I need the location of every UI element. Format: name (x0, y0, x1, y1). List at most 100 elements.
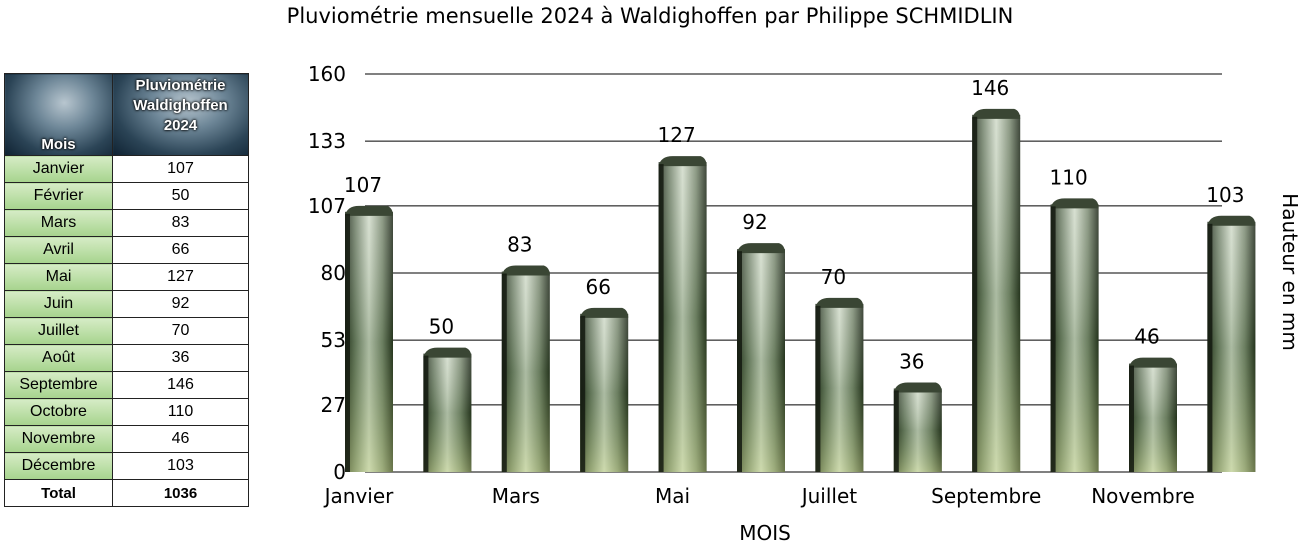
bar-edge (972, 116, 978, 472)
rain-data-table: Mois Pluviométrie Waldighoffen 2024 Janv… (4, 73, 249, 507)
header-rainfall-line: Waldighoffen (133, 97, 228, 114)
chart-title: Pluviométrie mensuelle 2024 à Waldighoff… (286, 4, 1014, 28)
x-tick-label: Juillet (800, 484, 858, 508)
table-header-row: Mois Pluviométrie Waldighoffen 2024 (4, 73, 249, 156)
x-tick-label: Septembre (931, 484, 1041, 508)
bar-cap (893, 382, 942, 393)
bar-cap (1129, 357, 1177, 368)
value-cell: 66 (112, 236, 249, 264)
value-cell: 103 (112, 452, 249, 480)
labels: 0 27 53 80 107 133 160 107 50 83 66 127 92 70 36 146 110… (308, 62, 1300, 544)
bar-edge (737, 251, 742, 472)
bar-texture (501, 271, 550, 472)
bar-cap (345, 205, 393, 216)
bar-edge (658, 164, 664, 472)
bar (737, 243, 785, 472)
table-row: Juin 92 (4, 290, 249, 318)
value-cell: 127 (112, 263, 249, 291)
value-cell: 146 (112, 371, 249, 399)
data-label: 92 (742, 210, 767, 234)
bar-edge (1050, 206, 1056, 472)
data-label: 127 (658, 123, 696, 147)
x-tick-label: Novembre (1091, 484, 1195, 508)
data-label: 103 (1206, 183, 1244, 207)
bar-texture (893, 388, 942, 472)
bar-texture (972, 114, 1021, 472)
table-row: Juillet 70 (4, 317, 249, 345)
data-label: 46 (1134, 325, 1159, 349)
table-row: Mars 83 (4, 209, 249, 237)
header-rainfall-line: Pluviométrie (135, 77, 226, 94)
table-total-row: Total 1036 (4, 479, 249, 507)
month-cell: Septembre (4, 371, 113, 399)
bar (658, 156, 707, 472)
header-month: Mois (4, 73, 113, 156)
bar (580, 307, 629, 472)
bar-texture (1050, 204, 1099, 472)
bar (1207, 215, 1256, 472)
bar-edge (1129, 365, 1134, 472)
month-cell: Décembre (4, 452, 113, 480)
bar-edge (501, 273, 507, 472)
bar-texture (423, 353, 472, 472)
bar-texture (658, 162, 707, 472)
value-cell: 50 (112, 182, 249, 210)
month-cell: Juillet (4, 317, 113, 345)
table-row: Novembre 46 (4, 425, 249, 453)
bar-cap (580, 307, 629, 318)
bar (815, 297, 864, 472)
data-label: 146 (971, 76, 1009, 100)
bar-edge (423, 355, 429, 472)
bar-cap (1050, 198, 1099, 209)
data-label: 36 (899, 349, 924, 373)
bar-texture (580, 313, 629, 472)
table-row: Février 50 (4, 182, 249, 210)
month-cell: Février (4, 182, 113, 210)
bar-cap (815, 297, 864, 308)
table-row: Septembre 146 (4, 371, 249, 399)
y-axis-title: Hauteur en mm (1278, 193, 1300, 351)
bar (972, 108, 1021, 472)
data-label: 83 (507, 233, 532, 257)
table-row: Janvier 107 (4, 155, 249, 183)
bar-texture (737, 249, 785, 472)
table-row: Mai 127 (4, 263, 249, 291)
total-label: Total (4, 479, 113, 507)
bar (1050, 198, 1099, 472)
value-cell: 110 (112, 398, 249, 426)
x-axis-title: MOIS (739, 521, 791, 544)
table-row: Décembre 103 (4, 452, 249, 480)
bar-edge (345, 213, 350, 472)
value-cell: 83 (112, 209, 249, 237)
bar-cap (658, 156, 707, 167)
y-tick-label: 80 (321, 261, 346, 285)
bar-cap (1207, 215, 1256, 226)
month-cell: Novembre (4, 425, 113, 453)
bar-edge (893, 390, 899, 472)
y-tick-label: 0 (333, 460, 346, 484)
data-label: 70 (821, 265, 846, 289)
bar-edge (1207, 223, 1213, 472)
table-row: Avril 66 (4, 236, 249, 264)
data-label: 110 (1050, 165, 1088, 189)
bar-cap (501, 265, 550, 276)
y-tick-label: 107 (308, 194, 346, 218)
data-label: 107 (344, 173, 382, 197)
bar-texture (815, 303, 864, 472)
header-rainfall: Pluviométrie Waldighoffen 2024 (112, 73, 249, 156)
value-cell: 107 (112, 155, 249, 183)
total-value: 1036 (112, 479, 249, 507)
data-label: 50 (429, 315, 454, 339)
bar-edge (815, 305, 821, 472)
bar-texture (1129, 363, 1177, 472)
y-tick-label: 53 (321, 328, 346, 352)
month-cell: Mai (4, 263, 113, 291)
y-tick-label: 133 (308, 129, 346, 153)
bars (345, 108, 1256, 472)
bar-edge (580, 315, 586, 472)
x-tick-label: Janvier (323, 484, 395, 508)
y-tick-label: 160 (308, 62, 346, 86)
table-row: Octobre 110 (4, 398, 249, 426)
bar (423, 347, 472, 472)
